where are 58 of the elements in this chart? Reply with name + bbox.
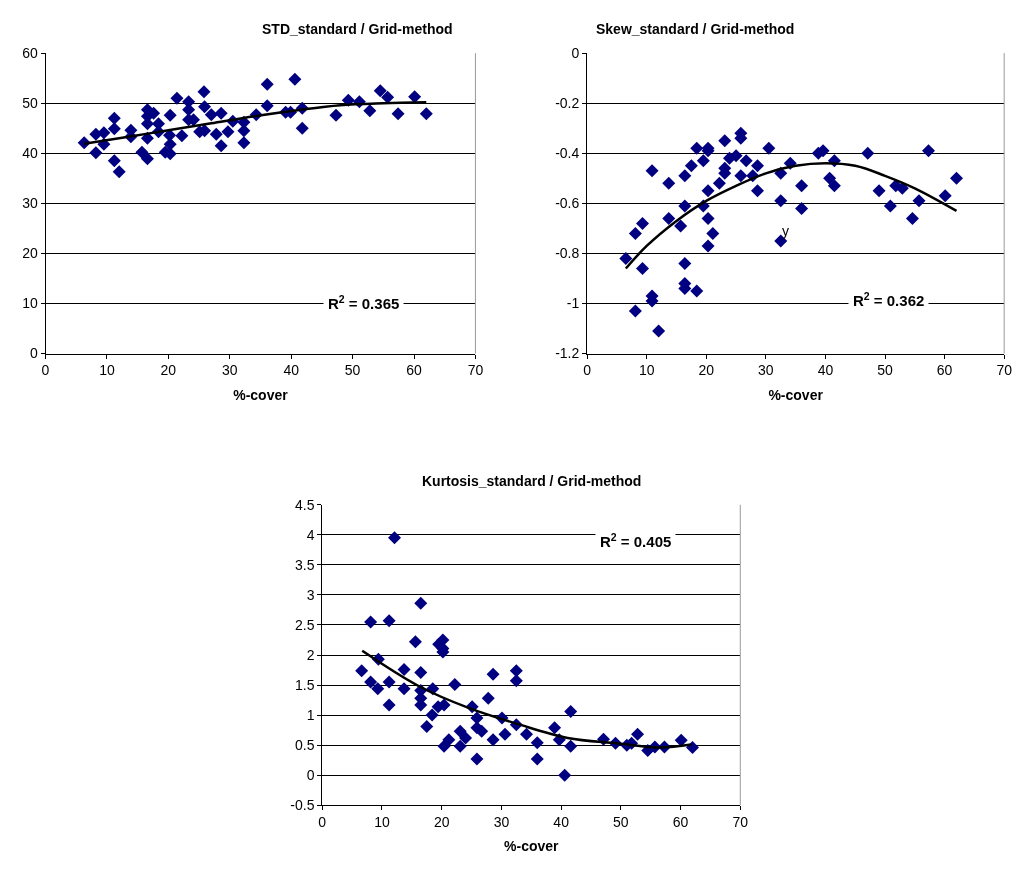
- x-tick-label: 50: [344, 362, 361, 379]
- x-tick-label: 50: [613, 814, 629, 831]
- y-tick-label: -1: [566, 295, 580, 312]
- x-tick-label: 70: [467, 362, 484, 379]
- x-tick-label: 20: [698, 362, 715, 379]
- x-tick-label: 40: [283, 362, 300, 379]
- x-tick-label: 60: [936, 362, 953, 379]
- x-axis-title: %-cover: [504, 838, 560, 855]
- y-tick-label: -1.2: [555, 345, 580, 362]
- y-tick-label: 60: [22, 45, 38, 62]
- x-tick-label: 10: [638, 362, 655, 379]
- y-tick-label: -0.4: [555, 145, 580, 162]
- annotation: y: [782, 223, 789, 239]
- x-tick-label: 10: [99, 362, 115, 379]
- y-tick-label: 4.5: [294, 496, 315, 513]
- x-tick-label: 0: [583, 362, 592, 379]
- annotation: R$^{2}$ = 0.365: [328, 293, 400, 313]
- y-tick-label: 0: [306, 767, 315, 784]
- y-tick-label: 0: [571, 45, 580, 62]
- x-axis-title: %-cover: [233, 386, 289, 403]
- x-tick-label: 30: [493, 814, 510, 831]
- y-tick-label: 40: [22, 145, 38, 162]
- y-tick-label: 0.5: [294, 737, 315, 754]
- y-tick-label: 3: [306, 586, 315, 603]
- y-tick-label: 0: [29, 345, 38, 362]
- y-tick-label: 20: [22, 245, 38, 262]
- y-tick-label: 3.5: [294, 556, 315, 573]
- chart-title: Skew_standard / Grid-method: [596, 21, 795, 37]
- y-tick-label: 2.5: [294, 616, 315, 633]
- y-tick-label: -0.2: [555, 95, 580, 112]
- annotation: R$^{2}$ = 0.362: [853, 290, 925, 310]
- chart-title: STD_standard / Grid-method: [262, 21, 453, 37]
- y-tick-label: 4: [306, 526, 315, 543]
- x-axis-title: %-cover: [768, 386, 824, 403]
- y-tick-label: 2: [306, 646, 315, 663]
- x-tick-label: 40: [817, 362, 834, 379]
- x-tick-label: 30: [221, 362, 238, 379]
- y-tick-label: 1: [306, 706, 315, 723]
- x-tick-label: 70: [996, 362, 1013, 379]
- x-tick-label: 20: [160, 362, 177, 379]
- y-tick-label: -0.8: [555, 245, 580, 262]
- y-tick-label: 50: [22, 95, 38, 112]
- annotation: R$^{2}$ = 0.405: [600, 531, 672, 551]
- x-tick-label: 0: [318, 814, 327, 831]
- y-tick-label: 1.5: [294, 676, 315, 693]
- x-tick-label: 20: [433, 814, 450, 831]
- x-tick-label: 0: [41, 362, 50, 379]
- x-tick-label: 50: [877, 362, 894, 379]
- x-tick-label: 60: [406, 362, 423, 379]
- x-tick-label: 10: [374, 814, 390, 831]
- y-tick-label: -0.5: [290, 797, 315, 814]
- y-tick-label: 30: [22, 195, 38, 212]
- chart-title: Kurtosis_standard / Grid-method: [422, 473, 642, 489]
- x-tick-label: 30: [758, 362, 774, 379]
- x-tick-label: 60: [672, 814, 689, 831]
- y-tick-label: -0.6: [555, 195, 580, 212]
- x-tick-label: 70: [732, 814, 749, 831]
- y-tick-label: 10: [22, 295, 38, 312]
